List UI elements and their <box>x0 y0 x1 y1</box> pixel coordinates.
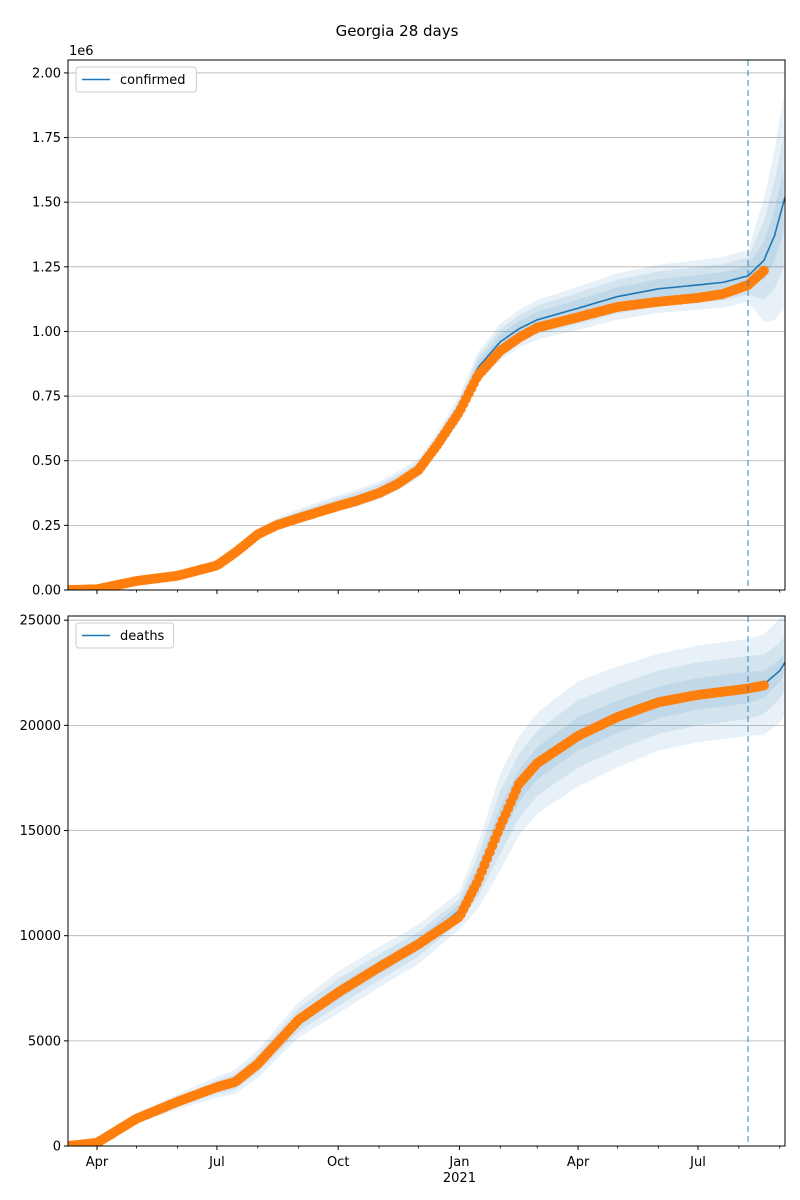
legend-label: confirmed <box>120 73 186 88</box>
y-tick-label: 5000 <box>28 1034 61 1049</box>
deaths-panel: 0 5000 10000 15000 20000 25000 deaths <box>20 614 786 1155</box>
y-tick-label: 0.75 <box>32 390 61 405</box>
uncertainty-band <box>68 653 784 1146</box>
confirmed-panel: 0.00 0.25 0.50 0.75 1.00 1.25 1.50 1.75 2.00 1e6 c… <box>32 44 786 599</box>
axes-frame <box>67 59 786 591</box>
y-tick-label: 1.50 <box>32 196 61 211</box>
y-tick-label: 1.00 <box>32 325 61 340</box>
figure-title: Georgia 28 days <box>336 22 459 40</box>
x-tick-label: Apr <box>567 1155 590 1170</box>
y-tick-label: 15000 <box>20 824 61 839</box>
y-tick-label: 20000 <box>20 719 61 734</box>
y-tick-label: 0 <box>53 1140 61 1155</box>
x-tick-label: Jul <box>208 1155 225 1170</box>
x-tick-label: Apr <box>86 1155 109 1170</box>
x-tick-label: Oct <box>327 1155 349 1170</box>
uncertainty-band <box>68 616 784 1146</box>
observed-point <box>758 265 769 276</box>
y-tick-label: 0.25 <box>32 519 61 534</box>
axes-frame <box>67 615 786 1147</box>
legend: deaths <box>75 622 175 649</box>
y-tick-label: 2.00 <box>32 66 61 81</box>
uncertainty-band <box>68 636 784 1146</box>
legend-box <box>75 66 197 93</box>
y-tick-label: 0.50 <box>32 454 61 469</box>
observed-point <box>758 680 769 691</box>
legend-label: deaths <box>120 629 165 644</box>
x-tick-label: Jul <box>689 1155 706 1170</box>
x-tick-label: Jan <box>448 1155 469 1170</box>
y-tick-label: 1.25 <box>32 260 61 275</box>
legend: confirmed <box>75 66 197 93</box>
y-tick-label: 1.75 <box>32 131 61 146</box>
y-tick-label: 0.00 <box>32 584 61 599</box>
y-tick-label: 25000 <box>20 614 61 629</box>
y-tick-label: 10000 <box>20 929 61 944</box>
legend-box <box>75 622 175 649</box>
x-axis-labels: Apr Jul Oct Jan Apr Jul 2021 <box>86 1155 706 1186</box>
x-year-label: 2021 <box>443 1171 476 1186</box>
y-offset-label: 1e6 <box>69 44 94 59</box>
